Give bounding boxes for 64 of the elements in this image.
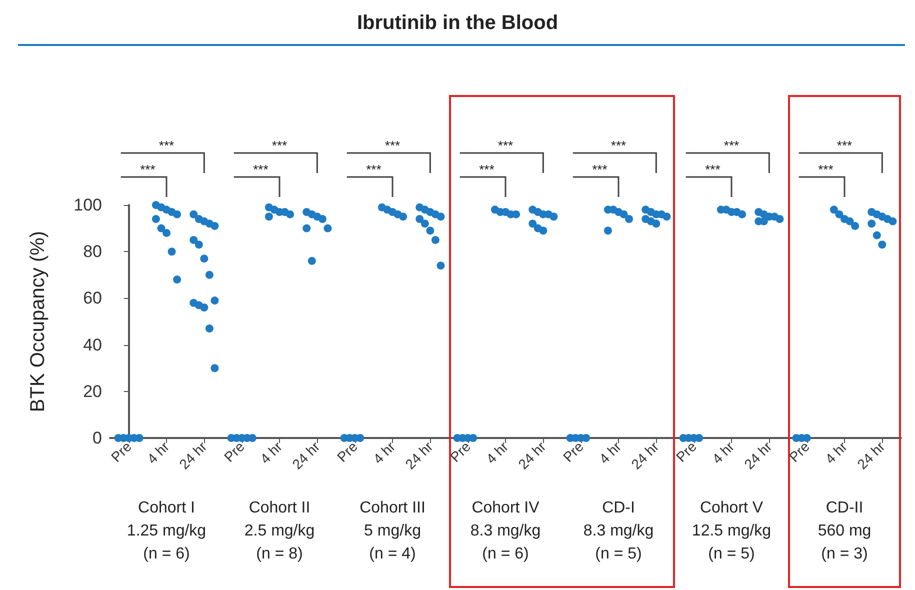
text: 5 mg/kg xyxy=(364,522,421,540)
text: *** xyxy=(592,162,608,177)
text: *** xyxy=(272,138,288,153)
text: *** xyxy=(140,162,156,177)
text: (n = 6) xyxy=(143,546,190,562)
text: (n = 5) xyxy=(595,546,642,562)
x-tick-label: Pre xyxy=(334,438,361,466)
x-tick-label: 24 hr xyxy=(176,438,210,472)
text: Cohort V xyxy=(700,500,764,516)
text: *** xyxy=(479,162,494,177)
x-tick-label: Pre xyxy=(108,438,135,466)
x-tick-label: Pre xyxy=(560,438,587,466)
text: 12.5 mg/kg xyxy=(692,522,772,540)
x-tick-label: 4 hr xyxy=(482,438,512,467)
text: Cohort IV xyxy=(472,500,540,516)
x-tick-label: 4 hr xyxy=(596,438,624,467)
x-tick-label: 4 hr xyxy=(256,438,286,467)
x-tick-label: 24 hr xyxy=(514,438,550,472)
text: CD-I xyxy=(602,500,635,516)
x-tick-label: 24 hr xyxy=(288,438,324,472)
y-tick-label: 60 xyxy=(83,288,102,308)
text: *** xyxy=(836,138,852,153)
y-tick-label: 80 xyxy=(83,242,102,262)
text: *** xyxy=(384,138,400,153)
x-tick-label: 4 hr xyxy=(708,438,738,467)
chart-title: Ibrutinib in the Blood xyxy=(356,12,558,34)
text: *** xyxy=(724,138,740,153)
text: *** xyxy=(158,138,174,153)
text: Cohort I xyxy=(138,500,195,516)
text: (n = 8) xyxy=(256,546,303,562)
text: (n = 5) xyxy=(708,546,755,562)
text: Cohort II xyxy=(248,500,310,516)
text: CD-II xyxy=(826,500,864,516)
text: 8.3 mg/kg xyxy=(470,522,541,540)
x-tick-label: 24 hr xyxy=(402,438,436,472)
y-axis-title: BTK Occupancy (%) xyxy=(27,230,49,412)
x-tick-label: Pre xyxy=(220,438,248,466)
text: *** xyxy=(366,162,382,177)
y-tick-label: 100 xyxy=(74,196,102,214)
text: *** xyxy=(818,162,834,177)
text: 2.5 mg/kg xyxy=(244,522,315,540)
text: 1.25 mg/kg xyxy=(126,522,206,540)
text: (n = 4) xyxy=(369,546,416,562)
text: 560 mg xyxy=(818,522,872,540)
text: *** xyxy=(610,138,626,153)
x-tick-label: 24 hr xyxy=(628,438,662,472)
x-tick-label: 4 hr xyxy=(822,438,850,467)
x-tick-label: 4 hr xyxy=(370,438,398,467)
x-tick-label: Pre xyxy=(446,438,474,466)
text: Cohort III xyxy=(360,500,426,516)
y-tick-label: 0 xyxy=(92,428,102,448)
text: (n = 3) xyxy=(821,546,868,562)
y-tick-label: 40 xyxy=(83,335,102,354)
x-tick-label: 24 hr xyxy=(854,438,888,472)
x-tick-label: 4 hr xyxy=(144,438,172,467)
text: *** xyxy=(705,162,720,177)
y-tick-label: 20 xyxy=(83,382,102,401)
text: *** xyxy=(498,138,514,153)
x-tick-label: 24 hr xyxy=(740,438,776,472)
x-tick-label: Pre xyxy=(672,438,700,466)
text: *** xyxy=(253,162,268,177)
text: (n = 6) xyxy=(482,546,529,562)
text: 8.3 mg/kg xyxy=(583,522,654,540)
x-tick-label: Pre xyxy=(786,438,813,466)
